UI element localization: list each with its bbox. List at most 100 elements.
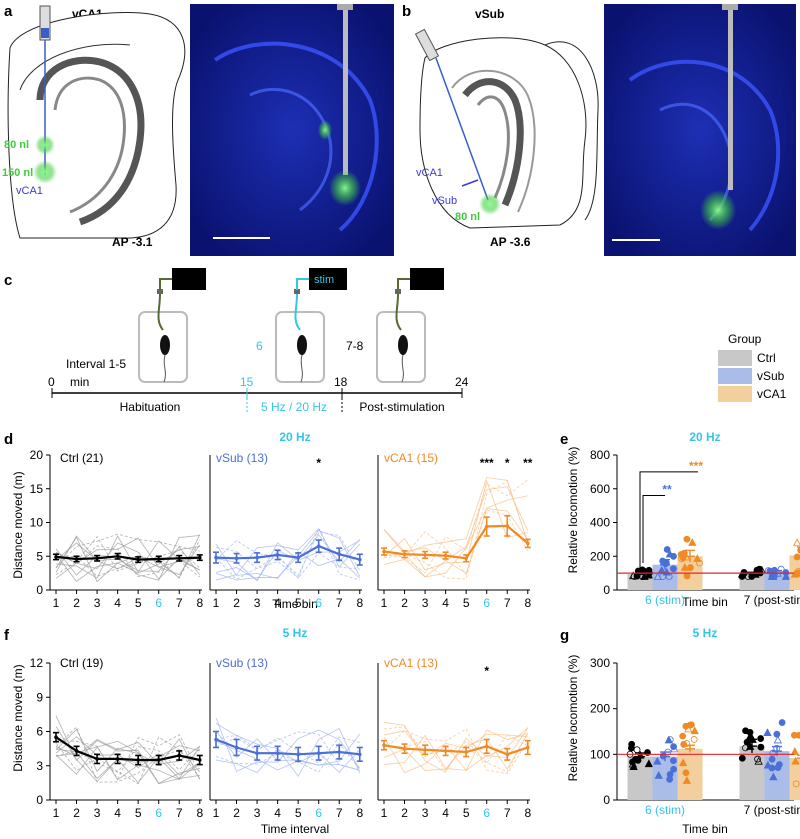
panel-c: c stim Interval 1-5 min [4,268,469,414]
individual-trace [383,486,529,562]
x-tick-label: 2 [73,806,80,820]
panel-letter-g: g [560,627,569,644]
x-tick-label: 4 [274,596,281,610]
panel-f-group-vsub: vSub (13) [216,656,268,670]
expression-glow-b [700,190,736,230]
data-point [296,555,300,560]
x-tick-label: 3 [94,806,101,820]
individual-trace [383,729,528,771]
volume-label-b: 80 nl [455,211,480,223]
hippocampus-b-inner [476,95,510,199]
panel-g-ylabel: Relative locomotion (%) [566,655,580,782]
bin6-label: 6 [256,339,263,353]
x-tick-label: 4 [274,806,281,820]
legend-swatch-vca1 [718,386,752,402]
data-dot [792,780,800,788]
panel-letter-b: b [402,3,411,20]
panel-g-header: 5 Hz [693,626,718,640]
data-point [464,556,468,561]
individual-trace [55,542,201,576]
panel-f-group-ctrl: Ctrl (19) [60,656,103,670]
brain-outline-a [7,12,186,239]
individual-trace [215,717,361,773]
data-dot [670,765,678,773]
data-point [402,552,407,557]
panel-letter-a: a [4,3,13,20]
panel-g-axes: 0 100 200 300 6 (stim) 7 (post-stim) [590,656,800,817]
y-tick-label: 200 [590,702,610,716]
x-tick-label: 6 [483,806,490,820]
y-tick-label: 0 [603,793,610,807]
cortex-line-a [19,43,131,91]
x-tick-label: 6 [483,596,490,610]
data-point [177,556,182,561]
comparison-bracket [642,495,665,563]
x-tick-label: 8 [196,596,203,610]
y-tick-label: 6 [36,725,43,739]
individual-trace [55,533,200,569]
legend-label-ctrl: Ctrl [757,351,776,365]
individual-trace [215,534,361,582]
individual-trace [55,535,201,579]
interval-label: Interval 1-5 [66,357,126,371]
phase-post: Post-stimulation [359,400,444,414]
fiber-cable-2 [294,278,309,331]
individual-trace [383,477,529,556]
data-dot [795,731,800,739]
data-dot [633,746,641,754]
data-dot [773,735,783,744]
bar-vSub [764,751,790,800]
bar-Ctrl [739,573,765,590]
syringe-fill [41,28,49,38]
tick-label-15: 15 [240,375,254,389]
data-point [296,752,300,757]
data-point [234,745,239,750]
individual-trace [215,531,361,577]
data-dot [644,759,654,768]
data-dot [678,758,688,767]
data-point [214,737,218,742]
data-dot [680,741,688,748]
x-tick-label: 5 [463,596,470,610]
data-point [197,555,202,560]
data-point [255,555,259,560]
hippocampus-inner-a [53,76,126,214]
x-tick-label: 7 [336,596,343,610]
panel-letter-f: f [4,627,10,644]
data-point [337,552,342,557]
x-tick-label: 2 [401,596,408,610]
data-dot [679,732,687,740]
arena-stim: stim [275,268,347,383]
x-tick-label: 2 [233,806,240,820]
data-point [255,751,259,755]
data-point [136,557,140,562]
data-dot [682,776,692,784]
data-dot [757,735,765,742]
individual-trace [55,535,201,576]
x-tick-label: 2 [233,596,240,610]
hippocampus-b-outer [451,69,536,213]
x-tick-label: 7 [336,806,343,820]
ap-label-b: AP -3.6 [490,235,531,249]
panel-b: b vSub vCA1 vSub 80 nl AP -3.6 [402,3,796,256]
legend-label-vca1: vCA1 [757,387,787,401]
panel-e: e 20 Hz Relative locomotion (%) Time bin… [560,430,800,609]
panel-d-group-ctrl: Ctrl (21) [60,451,103,465]
x-tick-label: 4 [114,596,121,610]
x-tick-label: 1 [213,806,220,820]
region-marker-b [461,179,479,187]
mouse-tail-2 [300,354,303,383]
data-dot [754,755,761,763]
y-tick-label: 15 [30,482,44,496]
y-tick-label: 0 [36,793,43,807]
panel-letter-e: e [560,431,568,448]
y-tick-label: 3 [36,759,43,773]
optic-fiber-a [343,10,348,175]
x-tick-label: 3 [254,806,261,820]
data-dot [796,569,800,577]
x-tick-label: 8 [524,596,531,610]
data-dot [777,565,785,573]
